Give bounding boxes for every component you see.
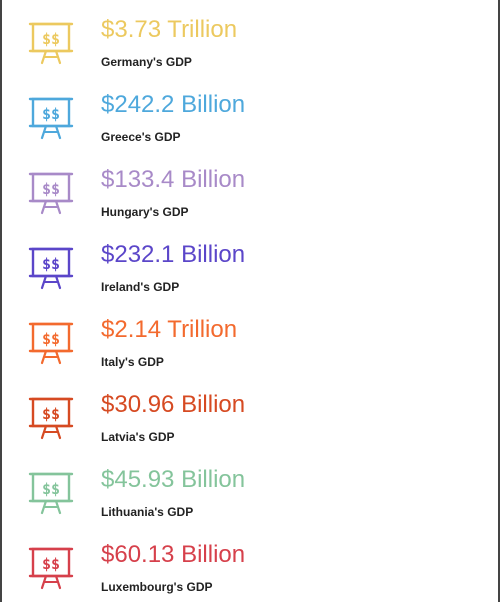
presentation-board-icon: $$ (28, 395, 74, 441)
gdp-country-label: Lithuania's GDP (101, 505, 194, 519)
gdp-country-label: Italy's GDP (101, 355, 164, 369)
presentation-board-graphic: $$ (28, 97, 74, 140)
dollar-glyph: $$ (42, 555, 60, 573)
gdp-value: $242.2 Billion (101, 91, 246, 118)
presentation-board-icon: $$ (28, 20, 74, 66)
presentation-board-icon: $$ (28, 95, 74, 141)
gdp-country-label: Latvia's GDP (101, 430, 175, 444)
gdp-item-latvia: $$ $30.96 Billion Latvia's GDP (0, 375, 500, 450)
dollar-glyph: $$ (42, 405, 60, 423)
presentation-board-graphic: $$ (28, 22, 74, 65)
gdp-country-label: Hungary's GDP (101, 205, 189, 219)
gdp-item-luxembourg: $$ $60.13 Billion Luxembourg's GDP (0, 525, 500, 600)
gdp-item-lithuania: $$ $45.93 Billion Lithuania's GDP (0, 450, 500, 525)
presentation-board-graphic: $$ (28, 547, 74, 590)
gdp-item-italy: $$ $2.14 Trillion Italy's GDP (0, 300, 500, 375)
gdp-item-greece: $$ $242.2 Billion Greece's GDP (0, 75, 500, 150)
gdp-country-label: Germany's GDP (101, 55, 192, 69)
dollar-glyph: $$ (42, 255, 60, 273)
presentation-board-graphic: $$ (28, 247, 74, 290)
gdp-value: $133.4 Billion (101, 166, 246, 193)
dollar-glyph: $$ (42, 180, 60, 198)
gdp-value: $2.14 Trillion (101, 316, 238, 343)
presentation-board-graphic: $$ (28, 472, 74, 515)
dollar-glyph: $$ (42, 480, 60, 498)
presentation-board-graphic: $$ (28, 397, 74, 440)
presentation-board-icon: $$ (28, 245, 74, 291)
gdp-value: $232.1 Billion (101, 241, 246, 268)
gdp-country-label: Greece's GDP (101, 130, 181, 144)
gdp-value: $60.13 Billion (101, 541, 246, 568)
gdp-value: $3.73 Trillion (101, 16, 238, 43)
dollar-glyph: $$ (42, 30, 60, 48)
presentation-board-icon: $$ (28, 320, 74, 366)
gdp-country-label: Luxembourg's GDP (101, 580, 213, 594)
gdp-item-germany: $$ $3.73 Trillion Germany's GDP (0, 0, 500, 75)
dollar-glyph: $$ (42, 105, 60, 123)
gdp-value: $45.93 Billion (101, 466, 246, 493)
gdp-country-label: Ireland's GDP (101, 280, 180, 294)
dollar-glyph: $$ (42, 330, 60, 348)
presentation-board-icon: $$ (28, 545, 74, 591)
gdp-item-hungary: $$ $133.4 Billion Hungary's GDP (0, 150, 500, 225)
gdp-value: $30.96 Billion (101, 391, 246, 418)
presentation-board-graphic: $$ (28, 322, 74, 365)
presentation-board-icon: $$ (28, 170, 74, 216)
gdp-item-ireland: $$ $232.1 Billion Ireland's GDP (0, 225, 500, 300)
presentation-board-icon: $$ (28, 470, 74, 516)
presentation-board-graphic: $$ (28, 172, 74, 215)
